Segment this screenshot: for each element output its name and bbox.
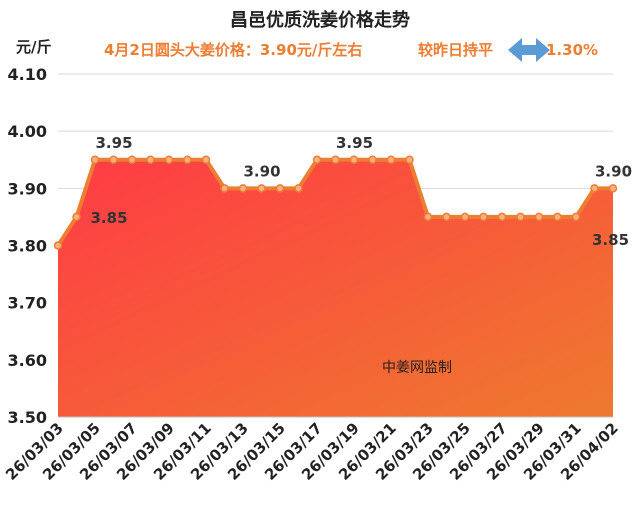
y-tick-label: 4.10 xyxy=(8,65,47,84)
data-point xyxy=(201,155,211,164)
data-point xyxy=(53,241,63,250)
data-point xyxy=(331,155,340,164)
y-axis-ticks: 3.50 3.60 3.70 3.80 3.90 4.00 4.10 xyxy=(8,65,47,427)
chart-title: 昌邑优质洗姜价格走势 xyxy=(230,9,410,31)
data-point xyxy=(294,184,303,193)
data-label: 3.90 xyxy=(595,162,632,180)
data-point xyxy=(220,184,229,193)
area-fill xyxy=(58,159,613,417)
data-label: 3.85 xyxy=(91,209,128,227)
data-point xyxy=(257,184,266,193)
data-point xyxy=(460,212,470,222)
data-point xyxy=(386,155,396,164)
data-point xyxy=(275,184,285,193)
y-tick-label: 3.80 xyxy=(8,237,47,256)
data-point xyxy=(534,212,544,222)
data-point xyxy=(590,184,599,193)
data-point xyxy=(164,155,174,164)
data-point xyxy=(497,212,507,222)
data-point xyxy=(423,212,433,222)
y-axis-unit: 元/斤 xyxy=(16,38,51,56)
y-tick-label: 3.70 xyxy=(8,294,47,313)
change-text: 较昨日持平 xyxy=(418,41,493,59)
y-tick-label: 4.00 xyxy=(8,122,47,141)
data-point xyxy=(608,184,618,193)
data-point xyxy=(442,212,451,222)
data-point xyxy=(312,155,322,164)
x-axis-ticks: 26/03/0326/03/0526/03/0726/03/0926/03/11… xyxy=(2,419,622,484)
data-point xyxy=(405,155,414,164)
data-point xyxy=(183,155,192,164)
data-point xyxy=(516,212,525,222)
data-point xyxy=(146,155,155,164)
data-point xyxy=(127,155,137,164)
data-labels: 3.85 3.95 3.90 3.95 3.85 3.90 xyxy=(91,134,633,249)
data-label: 3.90 xyxy=(244,162,281,180)
change-value: 1.30% xyxy=(546,41,598,59)
data-label: 3.85 xyxy=(592,231,629,249)
watermark-text: 中姜网监制 xyxy=(382,360,452,376)
y-tick-label: 3.50 xyxy=(8,408,47,427)
data-point xyxy=(368,155,377,164)
series-points xyxy=(53,155,618,250)
data-point xyxy=(571,212,581,222)
data-point xyxy=(238,184,248,193)
y-tick-label: 3.60 xyxy=(8,351,47,370)
data-point xyxy=(349,155,359,164)
double-arrow-icon xyxy=(508,38,550,62)
data-label: 3.95 xyxy=(336,134,373,152)
data-label: 3.95 xyxy=(96,134,133,152)
data-point xyxy=(109,155,118,164)
data-point xyxy=(479,212,488,222)
data-point xyxy=(90,155,100,164)
data-point xyxy=(72,212,81,222)
data-point xyxy=(553,212,562,222)
chart-subtitle: 4月2日圆头大姜价格：3.90元/斤左右 xyxy=(104,41,362,59)
y-tick-label: 3.90 xyxy=(8,179,47,198)
